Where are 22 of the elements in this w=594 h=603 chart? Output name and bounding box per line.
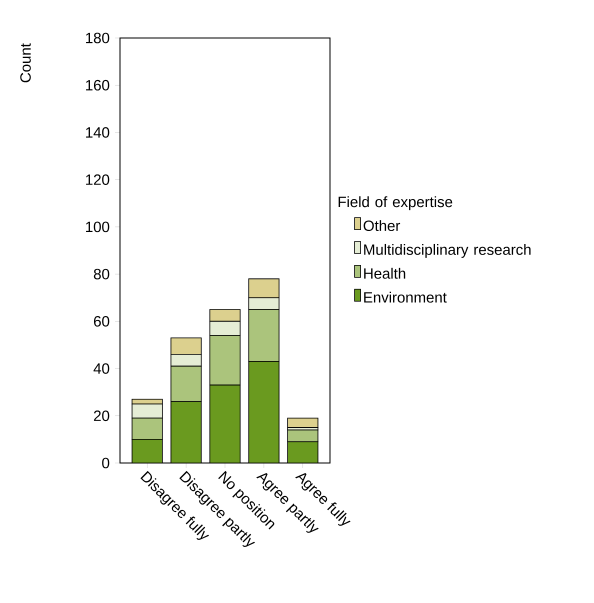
y-axis-title: Count [20, 43, 31, 82]
y-tick-label: 120 [86, 174, 110, 185]
y-tick-label: 0 [102, 458, 110, 468]
legend-label: Other [364, 220, 400, 232]
bar [132, 439, 162, 463]
bar [287, 441, 318, 463]
legend-title: Field of expertise [338, 196, 452, 210]
legend-label: Health [364, 268, 406, 279]
bar [287, 418, 318, 428]
y-tick-label: 180 [86, 32, 110, 44]
y-tick-label: 60 [94, 316, 110, 327]
y-tick-label: 160 [86, 80, 110, 91]
y-tick-label: 100 [86, 222, 110, 232]
y-tick-label: 40 [94, 363, 110, 374]
bar [248, 361, 280, 463]
y-tick-label: 20 [94, 410, 110, 422]
bar [170, 402, 202, 463]
legend-label: Environment [364, 292, 447, 303]
bar [210, 385, 240, 463]
y-tick-label: 140 [86, 127, 110, 138]
y-tick-label: 80 [94, 268, 110, 280]
legend-label: Multidisciplinary research [364, 244, 531, 258]
